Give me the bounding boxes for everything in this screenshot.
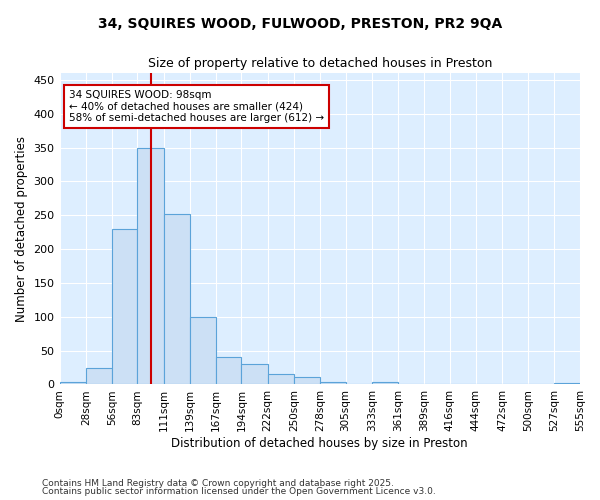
Bar [164, 214, 190, 384]
Text: Contains public sector information licensed under the Open Government Licence v3: Contains public sector information licen… [42, 487, 436, 496]
Text: 34, SQUIRES WOOD, FULWOOD, PRESTON, PR2 9QA: 34, SQUIRES WOOD, FULWOOD, PRESTON, PR2 … [98, 18, 502, 32]
Text: 34 SQUIRES WOOD: 98sqm
← 40% of detached houses are smaller (424)
58% of semi-de: 34 SQUIRES WOOD: 98sqm ← 40% of detached… [69, 90, 324, 123]
Bar [216, 358, 241, 384]
Bar [241, 364, 268, 384]
Bar [294, 377, 320, 384]
Bar [554, 383, 580, 384]
Title: Size of property relative to detached houses in Preston: Size of property relative to detached ho… [148, 58, 492, 70]
Bar [137, 148, 164, 384]
Bar [268, 374, 294, 384]
Text: Contains HM Land Registry data © Crown copyright and database right 2025.: Contains HM Land Registry data © Crown c… [42, 478, 394, 488]
Bar [372, 382, 398, 384]
Bar [190, 317, 216, 384]
Bar [59, 382, 86, 384]
Bar [86, 368, 112, 384]
Bar [320, 382, 346, 384]
Bar [112, 229, 137, 384]
Y-axis label: Number of detached properties: Number of detached properties [15, 136, 28, 322]
X-axis label: Distribution of detached houses by size in Preston: Distribution of detached houses by size … [172, 437, 468, 450]
